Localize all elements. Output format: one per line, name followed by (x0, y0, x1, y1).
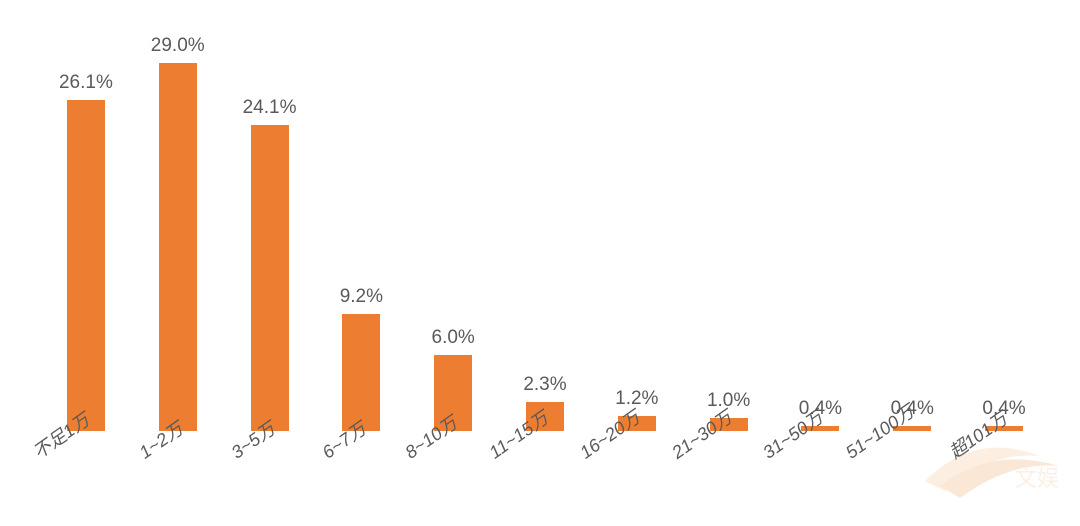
x-label-col: 3~5万 (224, 431, 316, 526)
bar-value-label: 26.1% (59, 72, 113, 94)
x-label-col: 超101万 (958, 431, 1050, 526)
bars-container: 26.1%29.0%24.1%9.2%6.0%2.3%1.2%1.0%0.4%0… (40, 20, 1050, 431)
bar-value-label: 1.2% (615, 388, 658, 410)
bar-value-label: 24.1% (243, 97, 297, 119)
x-label-col: 6~7万 (315, 431, 407, 526)
bar-col: 0.4% (958, 20, 1050, 431)
bar-col: 1.0% (683, 20, 775, 431)
x-label-col: 1~2万 (132, 431, 224, 526)
bar-col: 2.3% (499, 20, 591, 431)
bar-col: 0.4% (866, 20, 958, 431)
bar-rect (67, 100, 105, 431)
bar-rect (251, 125, 289, 431)
bar-value-label: 29.0% (151, 35, 205, 57)
bar-value-label: 9.2% (340, 286, 383, 308)
bar-col: 1.2% (591, 20, 683, 431)
bar-rect (342, 314, 380, 431)
bar-rect (159, 63, 197, 431)
x-axis-labels: 不足1万1~2万3~5万6~7万8~10万11~15万16~20万21~30万3… (40, 431, 1050, 526)
bar-col: 26.1% (40, 20, 132, 431)
bar-col: 6.0% (407, 20, 499, 431)
bar-col: 9.2% (315, 20, 407, 431)
plot-area: 26.1%29.0%24.1%9.2%6.0%2.3%1.2%1.0%0.4%0… (40, 20, 1050, 431)
bar-chart: 26.1%29.0%24.1%9.2%6.0%2.3%1.2%1.0%0.4%0… (0, 0, 1080, 526)
bar-col: 24.1% (224, 20, 316, 431)
x-label-col: 不足1万 (40, 431, 132, 526)
bar-value-label: 2.3% (523, 374, 566, 396)
bar-col: 29.0% (132, 20, 224, 431)
bar-value-label: 6.0% (432, 327, 475, 349)
bar-col: 0.4% (775, 20, 867, 431)
